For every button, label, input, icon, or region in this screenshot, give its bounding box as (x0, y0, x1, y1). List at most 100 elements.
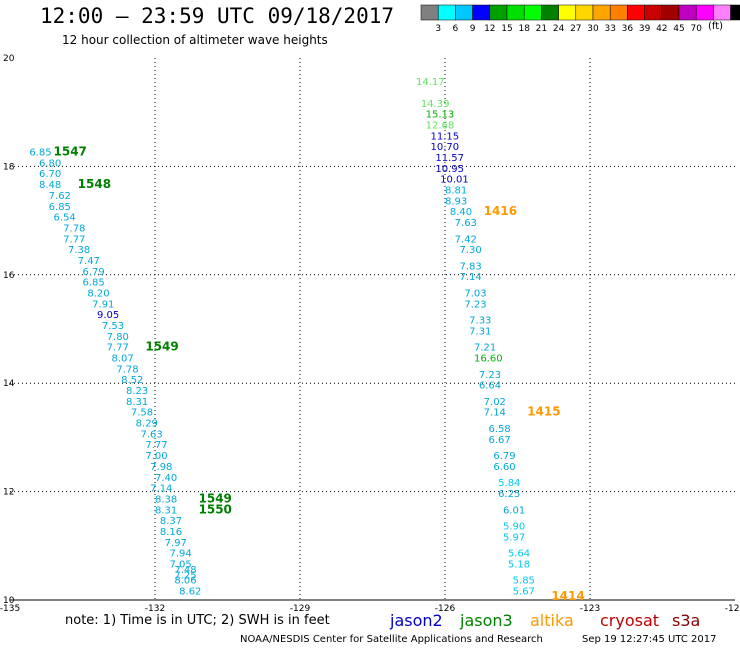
wave-height-value: 12.68 (426, 120, 455, 131)
wave-height-value: 8.93 (445, 196, 467, 207)
wave-height-value: 7.14 (150, 484, 172, 495)
legend-label: 15 (501, 24, 512, 34)
wave-height-value: 7.03 (464, 288, 486, 299)
legend-swatch (592, 4, 611, 21)
wave-height-value: 7.40 (155, 473, 177, 484)
legend-swatch (558, 4, 577, 21)
wave-height-value: 8.48 (39, 180, 61, 191)
y-tick-label: 10 (3, 596, 15, 606)
legend-label: 42 (656, 24, 667, 34)
satellite-label-jason3: jason3 (459, 611, 513, 630)
wave-height-value: 5.67 (513, 587, 535, 598)
legend-swatch (575, 4, 594, 21)
satellite-label-altika: altika (530, 611, 574, 630)
wave-height-value: 5.85 (513, 576, 535, 587)
wave-height-value: 5.84 (498, 478, 520, 489)
legend-swatch (541, 4, 559, 21)
wave-height-value: 7.94 (170, 549, 192, 560)
wave-height-value: 7.78 (116, 364, 138, 375)
wave-height-value: 6.67 (489, 435, 511, 446)
y-tick-label: 20 (3, 54, 15, 64)
wave-height-value: 14.39 (421, 99, 450, 110)
legend-label: 39 (639, 24, 651, 34)
y-tick-label: 12 (3, 488, 14, 498)
pass-number-label: 1549 (199, 491, 232, 505)
footer-credit: NOAA/NESDIS Center for Satellite Applica… (240, 634, 543, 645)
legend-label: 24 (553, 24, 565, 34)
legend-swatch (609, 4, 628, 21)
pass-number-label: 1548 (78, 177, 111, 191)
legend-label: 27 (570, 24, 581, 34)
wave-height-value: 7.21 (474, 343, 496, 354)
satellite-legend: jason2 jason3 altika cryosat s3a (389, 611, 700, 630)
wave-height-value: 8.62 (179, 587, 201, 598)
legend-swatch (730, 4, 740, 21)
wave-height-value: 14.17 (416, 77, 445, 88)
legend-swatch (506, 4, 525, 21)
legend-label: 30 (587, 24, 599, 34)
x-tick-label: -123 (580, 604, 600, 614)
wave-height-value: 7.42 (455, 234, 477, 245)
pass-number-label: 1416 (484, 204, 517, 218)
wave-height-value: 8.37 (160, 516, 182, 527)
wave-height-value: 7.63 (455, 218, 477, 229)
wave-height-value: 8.06 (174, 576, 196, 587)
wave-height-value: 7.14 (460, 272, 482, 283)
wave-height-value: 8.40 (450, 207, 472, 218)
legend-label: 9 (470, 24, 476, 34)
chart-subtitle: 12 hour collection of altimeter wave hei… (62, 33, 328, 47)
wave-height-value: 7.77 (63, 234, 85, 245)
wave-height-value: 8.23 (126, 386, 148, 397)
wave-height-value: 7.14 (484, 408, 506, 419)
wave-height-value: 6.64 (479, 381, 501, 392)
wave-height-value: 15.13 (426, 110, 455, 121)
wave-height-value: 7.53 (102, 321, 124, 332)
wave-height-value: 7.23 (464, 299, 486, 310)
x-tick-label: -135 (0, 604, 20, 614)
y-tick-label: 16 (3, 271, 15, 281)
y-tick-label: 18 (3, 162, 15, 172)
wave-height-value: 7.98 (150, 462, 172, 473)
satellite-label-jason2: jason2 (389, 611, 443, 630)
legend-swatch (713, 4, 731, 21)
wave-height-value: 8.81 (445, 186, 467, 197)
footer-note: note: 1) Time is in UTC; 2) SWH is in fe… (65, 613, 330, 628)
grid (10, 58, 735, 601)
x-tick-label: -129 (290, 604, 311, 614)
legend-label: 18 (518, 24, 530, 34)
wave-height-value: 7.25 (174, 570, 196, 581)
wave-height-value: 6.01 (503, 505, 525, 516)
wave-height-value: 8.52 (121, 375, 143, 386)
legend-label: 12 (484, 24, 495, 34)
data-points: 6.856.806.708.487.626.856.547.787.777.38… (29, 77, 584, 603)
wave-height-value: 6.25 (498, 489, 520, 500)
wave-height-value: 6.58 (489, 424, 511, 435)
wave-height-value: 8.16 (160, 527, 182, 538)
wave-height-value: 11.15 (431, 131, 460, 142)
wave-height-value: 10.95 (435, 164, 464, 175)
wave-height-value: 6.85 (83, 278, 105, 289)
wave-height-value: 10.01 (440, 175, 469, 186)
wave-height-value: 7.31 (469, 326, 491, 337)
x-tick-label: -120 (725, 604, 740, 614)
wave-height-value: 10.70 (431, 142, 460, 153)
legend-swatch (523, 4, 542, 21)
pass-number-label: 1549 (145, 340, 178, 354)
wave-height-value: 7.63 (141, 429, 163, 440)
wave-height-value: 7.47 (78, 256, 100, 267)
wave-height-value: 8.31 (155, 505, 177, 516)
wave-height-value: 7.83 (460, 261, 482, 272)
legend-swatch (420, 4, 439, 21)
pass-number-label: 1550 (199, 502, 232, 516)
legend-unit: (ft) (708, 21, 724, 32)
y-tick-label: 14 (3, 379, 15, 389)
wave-height-value: 6.79 (83, 267, 105, 278)
wave-height-value: 7.23 (479, 370, 501, 381)
wave-height-value: 7.58 (131, 408, 153, 419)
legend-label: 70 (690, 24, 702, 34)
x-tick-label: -126 (435, 604, 456, 614)
satellite-label-cryosat: cryosat (600, 611, 659, 630)
axis-ticks: -135-132-129-126-123-120101214161820 (0, 54, 740, 614)
